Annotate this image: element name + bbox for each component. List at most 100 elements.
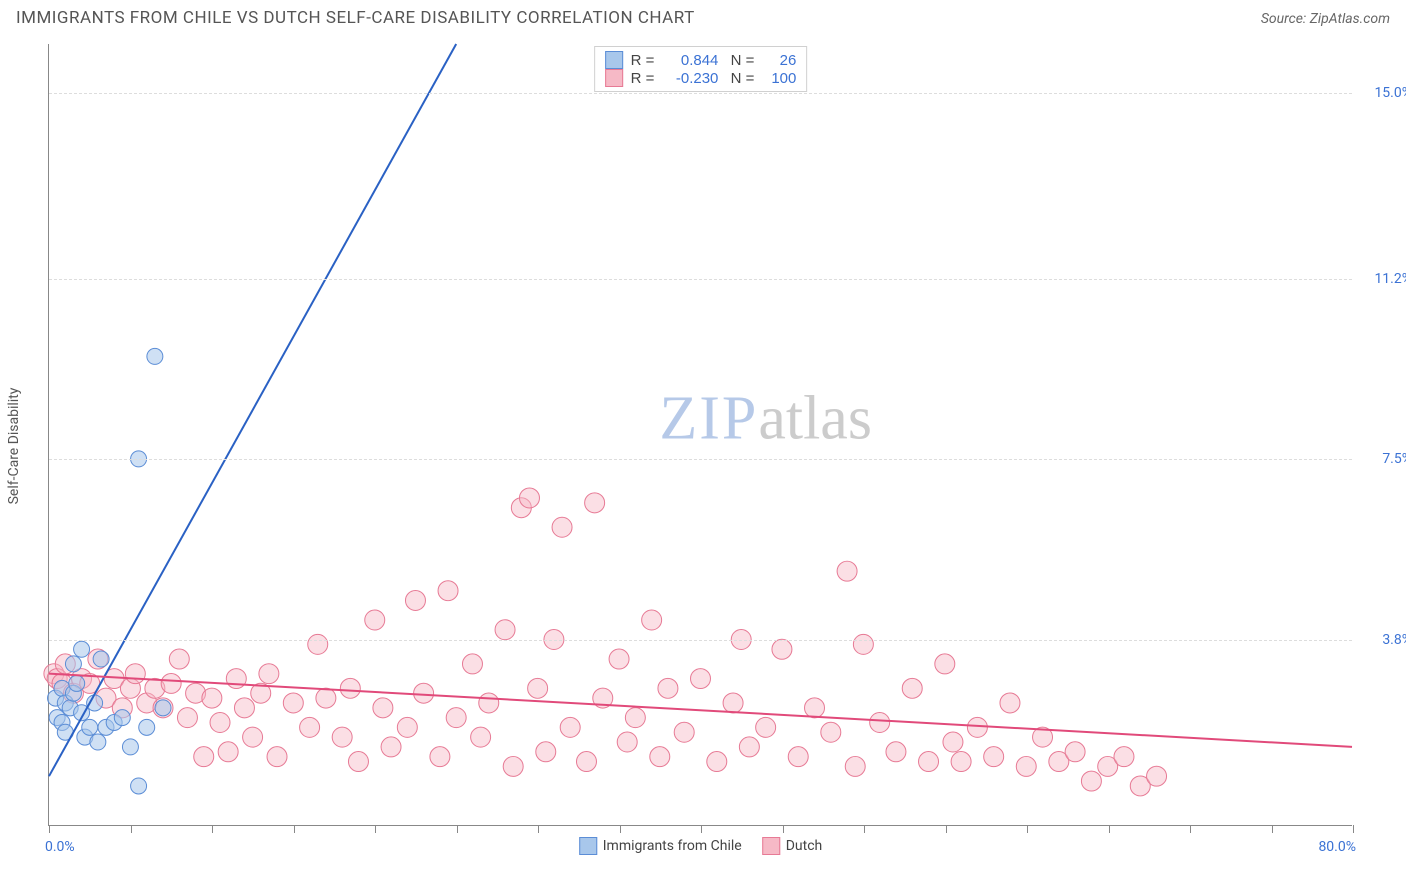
- gridline-h: [49, 93, 1352, 94]
- data-point: [772, 639, 792, 659]
- data-point: [691, 669, 711, 689]
- data-point: [365, 610, 385, 630]
- data-point: [82, 719, 98, 735]
- source-attribution: Source: ZipAtlas.com: [1261, 11, 1390, 27]
- x-tick: [1109, 825, 1110, 833]
- data-point: [332, 727, 352, 747]
- data-point: [122, 739, 138, 755]
- data-point: [462, 654, 482, 674]
- legend-r-value-1: -0.230: [662, 70, 718, 87]
- data-point: [576, 752, 596, 772]
- legend-n-value-1: 100: [762, 70, 796, 87]
- bottom-legend-item-0: Immigrants from Chile: [579, 837, 742, 855]
- data-point: [430, 747, 450, 767]
- data-point: [967, 717, 987, 737]
- data-point: [650, 747, 670, 767]
- data-point: [161, 673, 181, 693]
- data-point: [951, 752, 971, 772]
- data-point: [984, 747, 1004, 767]
- data-point: [65, 656, 81, 672]
- trend-line: [49, 44, 456, 776]
- x-tick: [212, 825, 213, 833]
- legend-r-label-0: R =: [631, 52, 655, 69]
- data-point: [210, 713, 230, 733]
- data-point: [194, 747, 214, 767]
- bottom-legend: Immigrants from Chile Dutch: [579, 837, 823, 855]
- data-point: [316, 688, 336, 708]
- chart-title: IMMIGRANTS FROM CHILE VS DUTCH SELF-CARE…: [16, 8, 695, 28]
- x-tick: [538, 825, 539, 833]
- data-point: [853, 634, 873, 654]
- data-point: [177, 708, 197, 728]
- chart-svg: [49, 44, 1352, 825]
- x-tick: [701, 825, 702, 833]
- bottom-legend-swatch-1: [762, 837, 780, 855]
- data-point: [348, 752, 368, 772]
- data-point: [1065, 742, 1085, 762]
- legend-n-label-0: N =: [726, 52, 754, 69]
- data-point: [870, 713, 890, 733]
- legend-n-value-0: 26: [762, 52, 796, 69]
- x-tick: [946, 825, 947, 833]
- bottom-legend-label-0: Immigrants from Chile: [603, 838, 742, 854]
- data-point: [169, 649, 189, 669]
- legend-stats-row-1: R = -0.230 N = 100: [605, 69, 797, 87]
- x-tick: [864, 825, 865, 833]
- data-point: [373, 698, 393, 718]
- data-point: [139, 719, 155, 735]
- x-tick: [620, 825, 621, 833]
- y-tick-label: 15.0%: [1374, 85, 1406, 101]
- data-point: [585, 493, 605, 513]
- data-point: [202, 688, 222, 708]
- y-axis-title: Self-Care Disability: [6, 388, 22, 505]
- y-tick-label: 7.5%: [1382, 451, 1406, 467]
- gridline-h: [49, 279, 1352, 280]
- bottom-legend-swatch-0: [579, 837, 597, 855]
- x-tick: [1353, 825, 1354, 833]
- x-axis-max-label: 80.0%: [1318, 839, 1356, 855]
- data-point: [845, 756, 865, 776]
- data-point: [414, 683, 434, 703]
- data-point: [528, 678, 548, 698]
- data-point: [756, 717, 776, 737]
- data-point: [471, 727, 491, 747]
- data-point: [902, 678, 922, 698]
- data-point: [625, 708, 645, 728]
- data-point: [114, 710, 130, 726]
- data-point: [283, 693, 303, 713]
- data-point: [397, 717, 417, 737]
- data-point: [919, 752, 939, 772]
- data-point: [658, 678, 678, 698]
- data-point: [446, 708, 466, 728]
- data-point: [218, 742, 238, 762]
- legend-stats-row-0: R = 0.844 N = 26: [605, 51, 797, 69]
- gridline-h: [49, 459, 1352, 460]
- data-point: [821, 722, 841, 742]
- data-point: [788, 747, 808, 767]
- data-point: [259, 664, 279, 684]
- legend-stats-box: R = 0.844 N = 26 R = -0.230 N = 100: [594, 46, 808, 92]
- data-point: [267, 747, 287, 767]
- data-point: [674, 722, 694, 742]
- legend-r-value-0: 0.844: [662, 52, 718, 69]
- data-point: [438, 581, 458, 601]
- data-point: [340, 678, 360, 698]
- data-point: [131, 778, 147, 794]
- data-point: [147, 348, 163, 364]
- gridline-h: [49, 640, 1352, 641]
- data-point: [74, 641, 90, 657]
- x-axis-min-label: 0.0%: [45, 839, 75, 855]
- data-point: [935, 654, 955, 674]
- data-point: [519, 488, 539, 508]
- data-point: [93, 651, 109, 667]
- data-point: [886, 742, 906, 762]
- data-point: [155, 700, 171, 716]
- data-point: [503, 756, 523, 776]
- x-tick: [1272, 825, 1273, 833]
- data-point: [381, 737, 401, 757]
- data-point: [308, 634, 328, 654]
- x-tick: [783, 825, 784, 833]
- data-point: [739, 737, 759, 757]
- x-tick: [294, 825, 295, 833]
- bottom-legend-label-1: Dutch: [786, 838, 823, 854]
